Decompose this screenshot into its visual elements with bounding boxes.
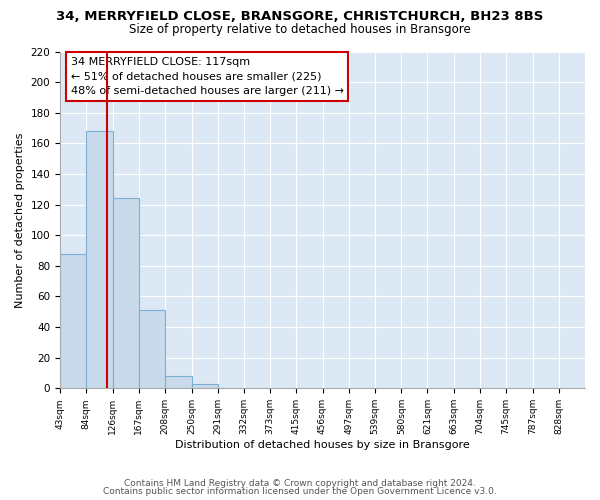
Y-axis label: Number of detached properties: Number of detached properties [15,132,25,308]
Text: Size of property relative to detached houses in Bransgore: Size of property relative to detached ho… [129,22,471,36]
Text: 34 MERRYFIELD CLOSE: 117sqm
← 51% of detached houses are smaller (225)
48% of se: 34 MERRYFIELD CLOSE: 117sqm ← 51% of det… [71,56,344,96]
Text: 34, MERRYFIELD CLOSE, BRANSGORE, CHRISTCHURCH, BH23 8BS: 34, MERRYFIELD CLOSE, BRANSGORE, CHRISTC… [56,10,544,23]
Bar [86,131,113,388]
Bar [113,198,139,388]
Text: Contains public sector information licensed under the Open Government Licence v3: Contains public sector information licen… [103,487,497,496]
X-axis label: Distribution of detached houses by size in Bransgore: Distribution of detached houses by size … [175,440,470,450]
Text: Contains HM Land Registry data © Crown copyright and database right 2024.: Contains HM Land Registry data © Crown c… [124,478,476,488]
Bar [165,376,191,388]
Bar [60,254,86,388]
Bar [139,310,165,388]
Bar [191,384,218,388]
